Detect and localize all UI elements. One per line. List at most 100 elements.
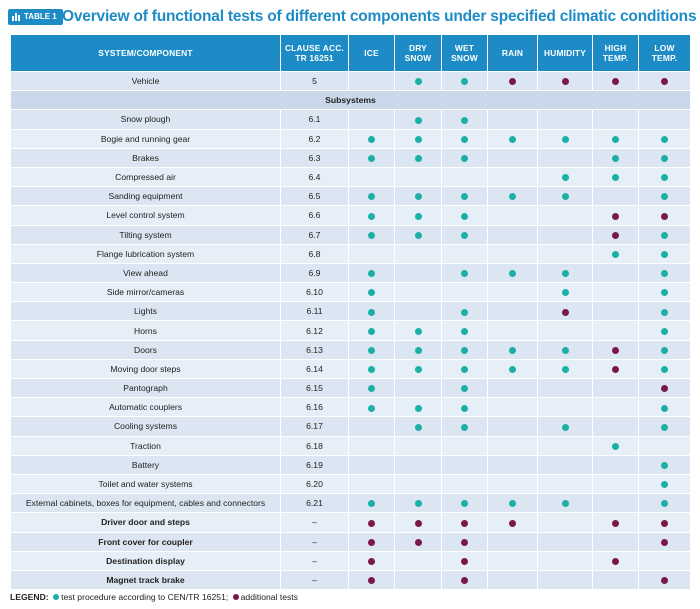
test-cell (441, 454, 488, 475)
test-procedure-dot-icon (414, 404, 422, 412)
test-cell (537, 205, 593, 226)
component-name: Toilet and water systems (10, 473, 281, 495)
test-procedure-dot-icon (414, 193, 422, 201)
component-name: Battery (10, 454, 281, 475)
test-cell (638, 512, 691, 533)
test-procedure-dot-icon (461, 423, 468, 431)
additional-test-dot-icon (612, 558, 619, 566)
test-cell (638, 70, 691, 92)
table-row: Traction 6.18 (10, 435, 691, 456)
test-cell (487, 320, 538, 341)
test-cell (441, 224, 488, 245)
test-procedure-dot-icon (461, 366, 468, 374)
test-cell (348, 224, 395, 245)
clause-number: 6.19 (280, 454, 349, 475)
test-cell (592, 224, 639, 245)
test-cell (592, 512, 639, 533)
test-procedure-dot-icon (561, 270, 569, 278)
column-header-line: SYSTEM/COMPONENT (98, 48, 193, 58)
test-cell (592, 166, 639, 188)
test-cell (394, 262, 442, 284)
test-cell (487, 301, 538, 322)
additional-test-dot-icon (461, 558, 468, 566)
test-cell (592, 262, 639, 284)
test-cell (394, 493, 442, 514)
clause-number: 6.12 (280, 320, 349, 341)
test-procedure-dot-icon (509, 366, 516, 374)
test-procedure-dot-icon (414, 231, 422, 239)
test-cell (592, 454, 639, 475)
test-cell (592, 109, 639, 130)
test-cell (487, 473, 538, 495)
table-row: Snow plough 6.1 (10, 109, 691, 130)
table-row: View ahead 6.9 (10, 262, 691, 284)
test-cell (638, 358, 691, 380)
column-header-line: RAIN (501, 48, 524, 58)
test-cell (638, 128, 691, 149)
table-row: Level control system 6.6 (10, 205, 691, 226)
table-row: Tilting system 6.7 (10, 224, 691, 245)
test-cell (537, 166, 593, 188)
component-name: Snow plough (10, 109, 281, 130)
test-cell (487, 416, 538, 437)
additional-test-dot-icon (661, 212, 668, 220)
test-cell (394, 70, 442, 92)
column-header-line: SNOW (404, 53, 432, 63)
test-procedure-dot-icon (561, 423, 569, 431)
test-cell (487, 70, 538, 92)
test-cell (441, 205, 488, 226)
test-cell (638, 243, 691, 264)
test-procedure-dot-icon (461, 500, 468, 508)
test-cell (537, 224, 593, 245)
test-procedure-dot-icon (414, 78, 422, 86)
test-cell (592, 205, 639, 226)
test-procedure-dot-icon (661, 366, 668, 374)
test-cell (592, 493, 639, 514)
clause-number: 6.6 (280, 205, 349, 226)
test-cell (348, 550, 395, 571)
test-cell (592, 358, 639, 380)
test-cell (592, 416, 639, 437)
test-procedure-dot-icon (612, 135, 619, 143)
clause-number: 6.13 (280, 339, 349, 360)
test-cell (394, 224, 442, 245)
component-name: External cabinets, boxes for equipment, … (10, 493, 281, 514)
test-procedure-dot-icon (414, 366, 422, 374)
table-row: Sanding equipment 6.5 (10, 186, 691, 207)
additional-test-dot-icon (661, 538, 668, 546)
test-procedure-dot-icon (561, 135, 569, 143)
additional-test-dot-icon (461, 538, 468, 546)
test-cell (592, 473, 639, 495)
test-cell (487, 339, 538, 360)
test-cell (441, 377, 488, 399)
test-cell (638, 205, 691, 226)
additional-test-dot-icon (509, 519, 516, 527)
test-cell (394, 109, 442, 130)
test-cell (487, 531, 538, 552)
additional-test-dot-icon (661, 577, 668, 585)
test-cell (537, 416, 593, 437)
test-cell (592, 531, 639, 552)
table-row: Horns 6.12 (10, 320, 691, 341)
test-cell (441, 512, 488, 533)
test-cell (394, 186, 442, 207)
test-cell (441, 358, 488, 380)
test-cell (638, 435, 691, 456)
test-cell (348, 339, 395, 360)
clause-number: 5 (280, 70, 349, 92)
additional-test-dot-icon (368, 558, 375, 566)
test-cell (638, 569, 691, 591)
test-cell (441, 493, 488, 514)
test-cell (638, 531, 691, 552)
test-cell (638, 109, 691, 130)
component-name: Lights (10, 301, 281, 322)
test-cell (592, 550, 639, 571)
clause-number: 6.4 (280, 166, 349, 188)
test-cell (537, 569, 593, 591)
column-header: HUMIDITY (537, 34, 593, 72)
test-cell (487, 435, 538, 456)
test-procedure-dot-icon (368, 193, 375, 201)
climatic-tests-table: SYSTEM/COMPONENT CLAUSE ACC. TR 16251 ICE DR… (10, 34, 691, 591)
clause-number: 6.21 (280, 493, 349, 514)
test-cell (441, 186, 488, 207)
